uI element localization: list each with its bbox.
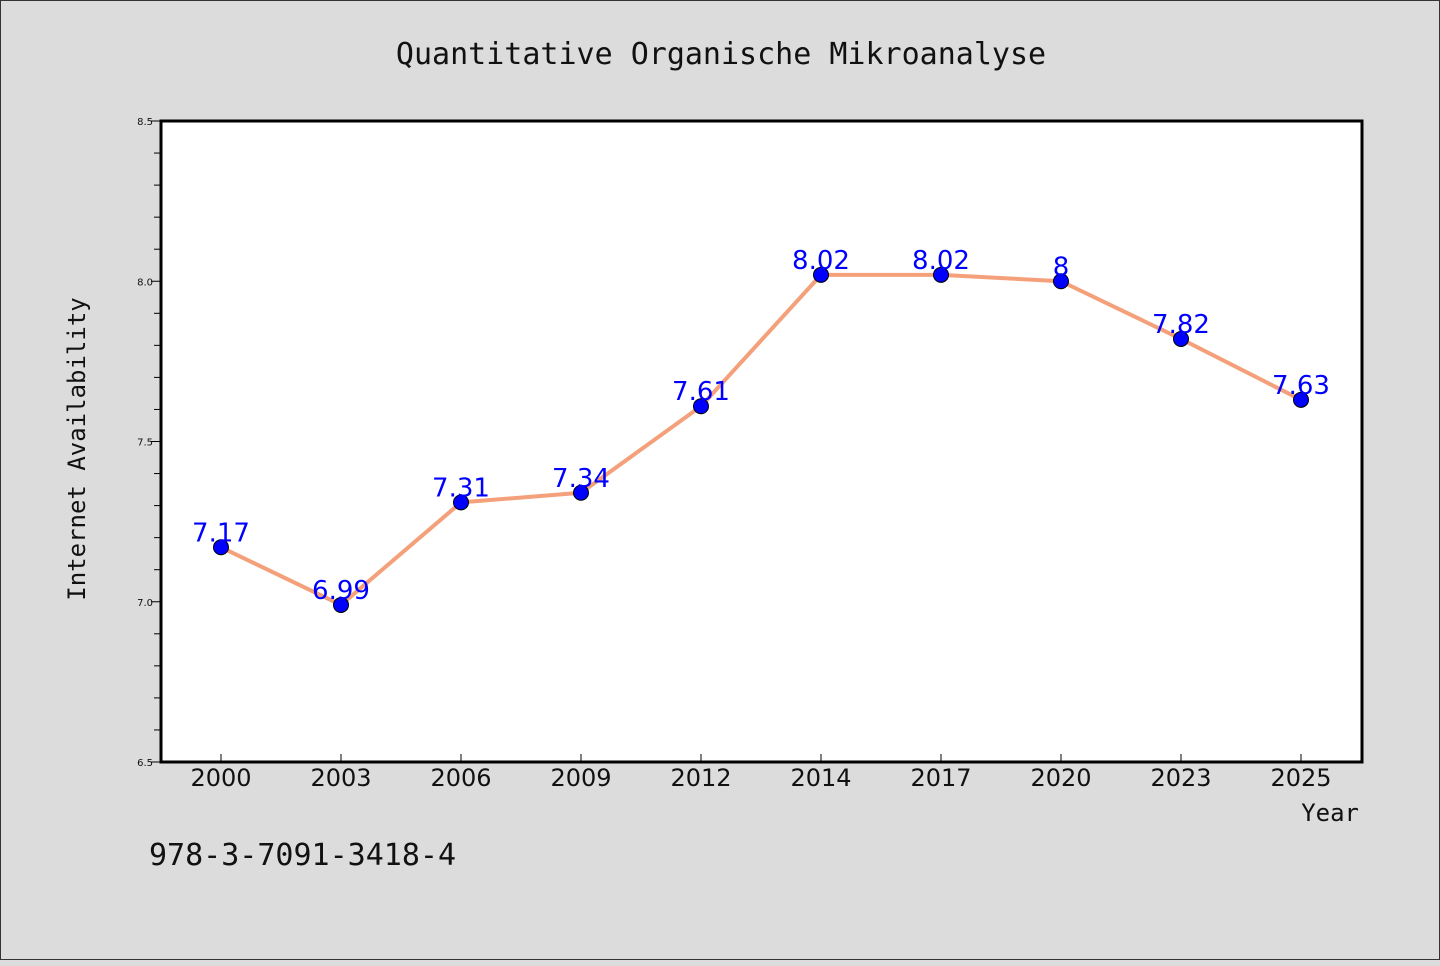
y-axis-label: Internet Availability [63, 297, 91, 600]
y-tick-label: 7.5 [137, 438, 153, 449]
data-label: 7.34 [552, 464, 610, 494]
y-tick-label: 8.5 [137, 117, 153, 128]
data-point [1173, 330, 1189, 347]
y-tick-label: 6.5 [137, 758, 153, 769]
plot-area [159, 119, 1364, 764]
x-tick-label: 2017 [910, 764, 971, 792]
data-label: 8 [1053, 252, 1070, 282]
isbn-text: 978-3-7091-3418-4 [149, 838, 456, 873]
data-point [1053, 273, 1069, 290]
data-label: 7.63 [1272, 371, 1330, 401]
data-point [453, 494, 469, 511]
x-tick-label: 2012 [670, 764, 731, 792]
data-label: 8.02 [792, 246, 850, 276]
data-label: 7.31 [432, 473, 490, 503]
data-series: 7.17 6.99 7.31 7.34 7.61 8.02 8.02 8 7.82 7.63 [192, 246, 1330, 613]
data-point [213, 539, 229, 556]
x-tick-label: 2025 [1270, 764, 1331, 792]
data-label: 7.82 [1152, 310, 1210, 340]
x-tick-label: 2003 [310, 764, 371, 792]
x-tick-label: 2006 [430, 764, 491, 792]
chart-title: Quantitative Organische Mikroanalyse [396, 37, 1046, 72]
data-point [813, 266, 829, 283]
x-tick-label: 2009 [550, 764, 611, 792]
series-line [220, 272, 1302, 607]
x-tick-label: 2014 [790, 764, 851, 792]
data-point [1293, 391, 1309, 408]
data-point [693, 398, 709, 415]
data-point [933, 266, 949, 283]
data-point [573, 484, 589, 501]
y-tick-label: 7.0 [137, 598, 153, 609]
x-tick-label: 2020 [1030, 764, 1091, 792]
data-point [333, 596, 349, 613]
y-axis: 6.5 7.0 7.5 8.0 8.5 [137, 117, 161, 769]
data-label: 7.61 [672, 377, 730, 407]
data-label: 7.17 [192, 518, 250, 548]
x-tick-label: 2023 [1150, 764, 1211, 792]
x-axis-label: Year [1301, 799, 1359, 827]
x-tick-label: 2000 [190, 764, 251, 792]
x-axis: 2000 2003 2006 2009 2012 2014 2017 2020 2023 2025 [190, 754, 1332, 792]
y-tick-label: 8.0 [137, 277, 153, 288]
data-label: 6.99 [312, 576, 370, 606]
data-label: 8.02 [912, 246, 970, 276]
